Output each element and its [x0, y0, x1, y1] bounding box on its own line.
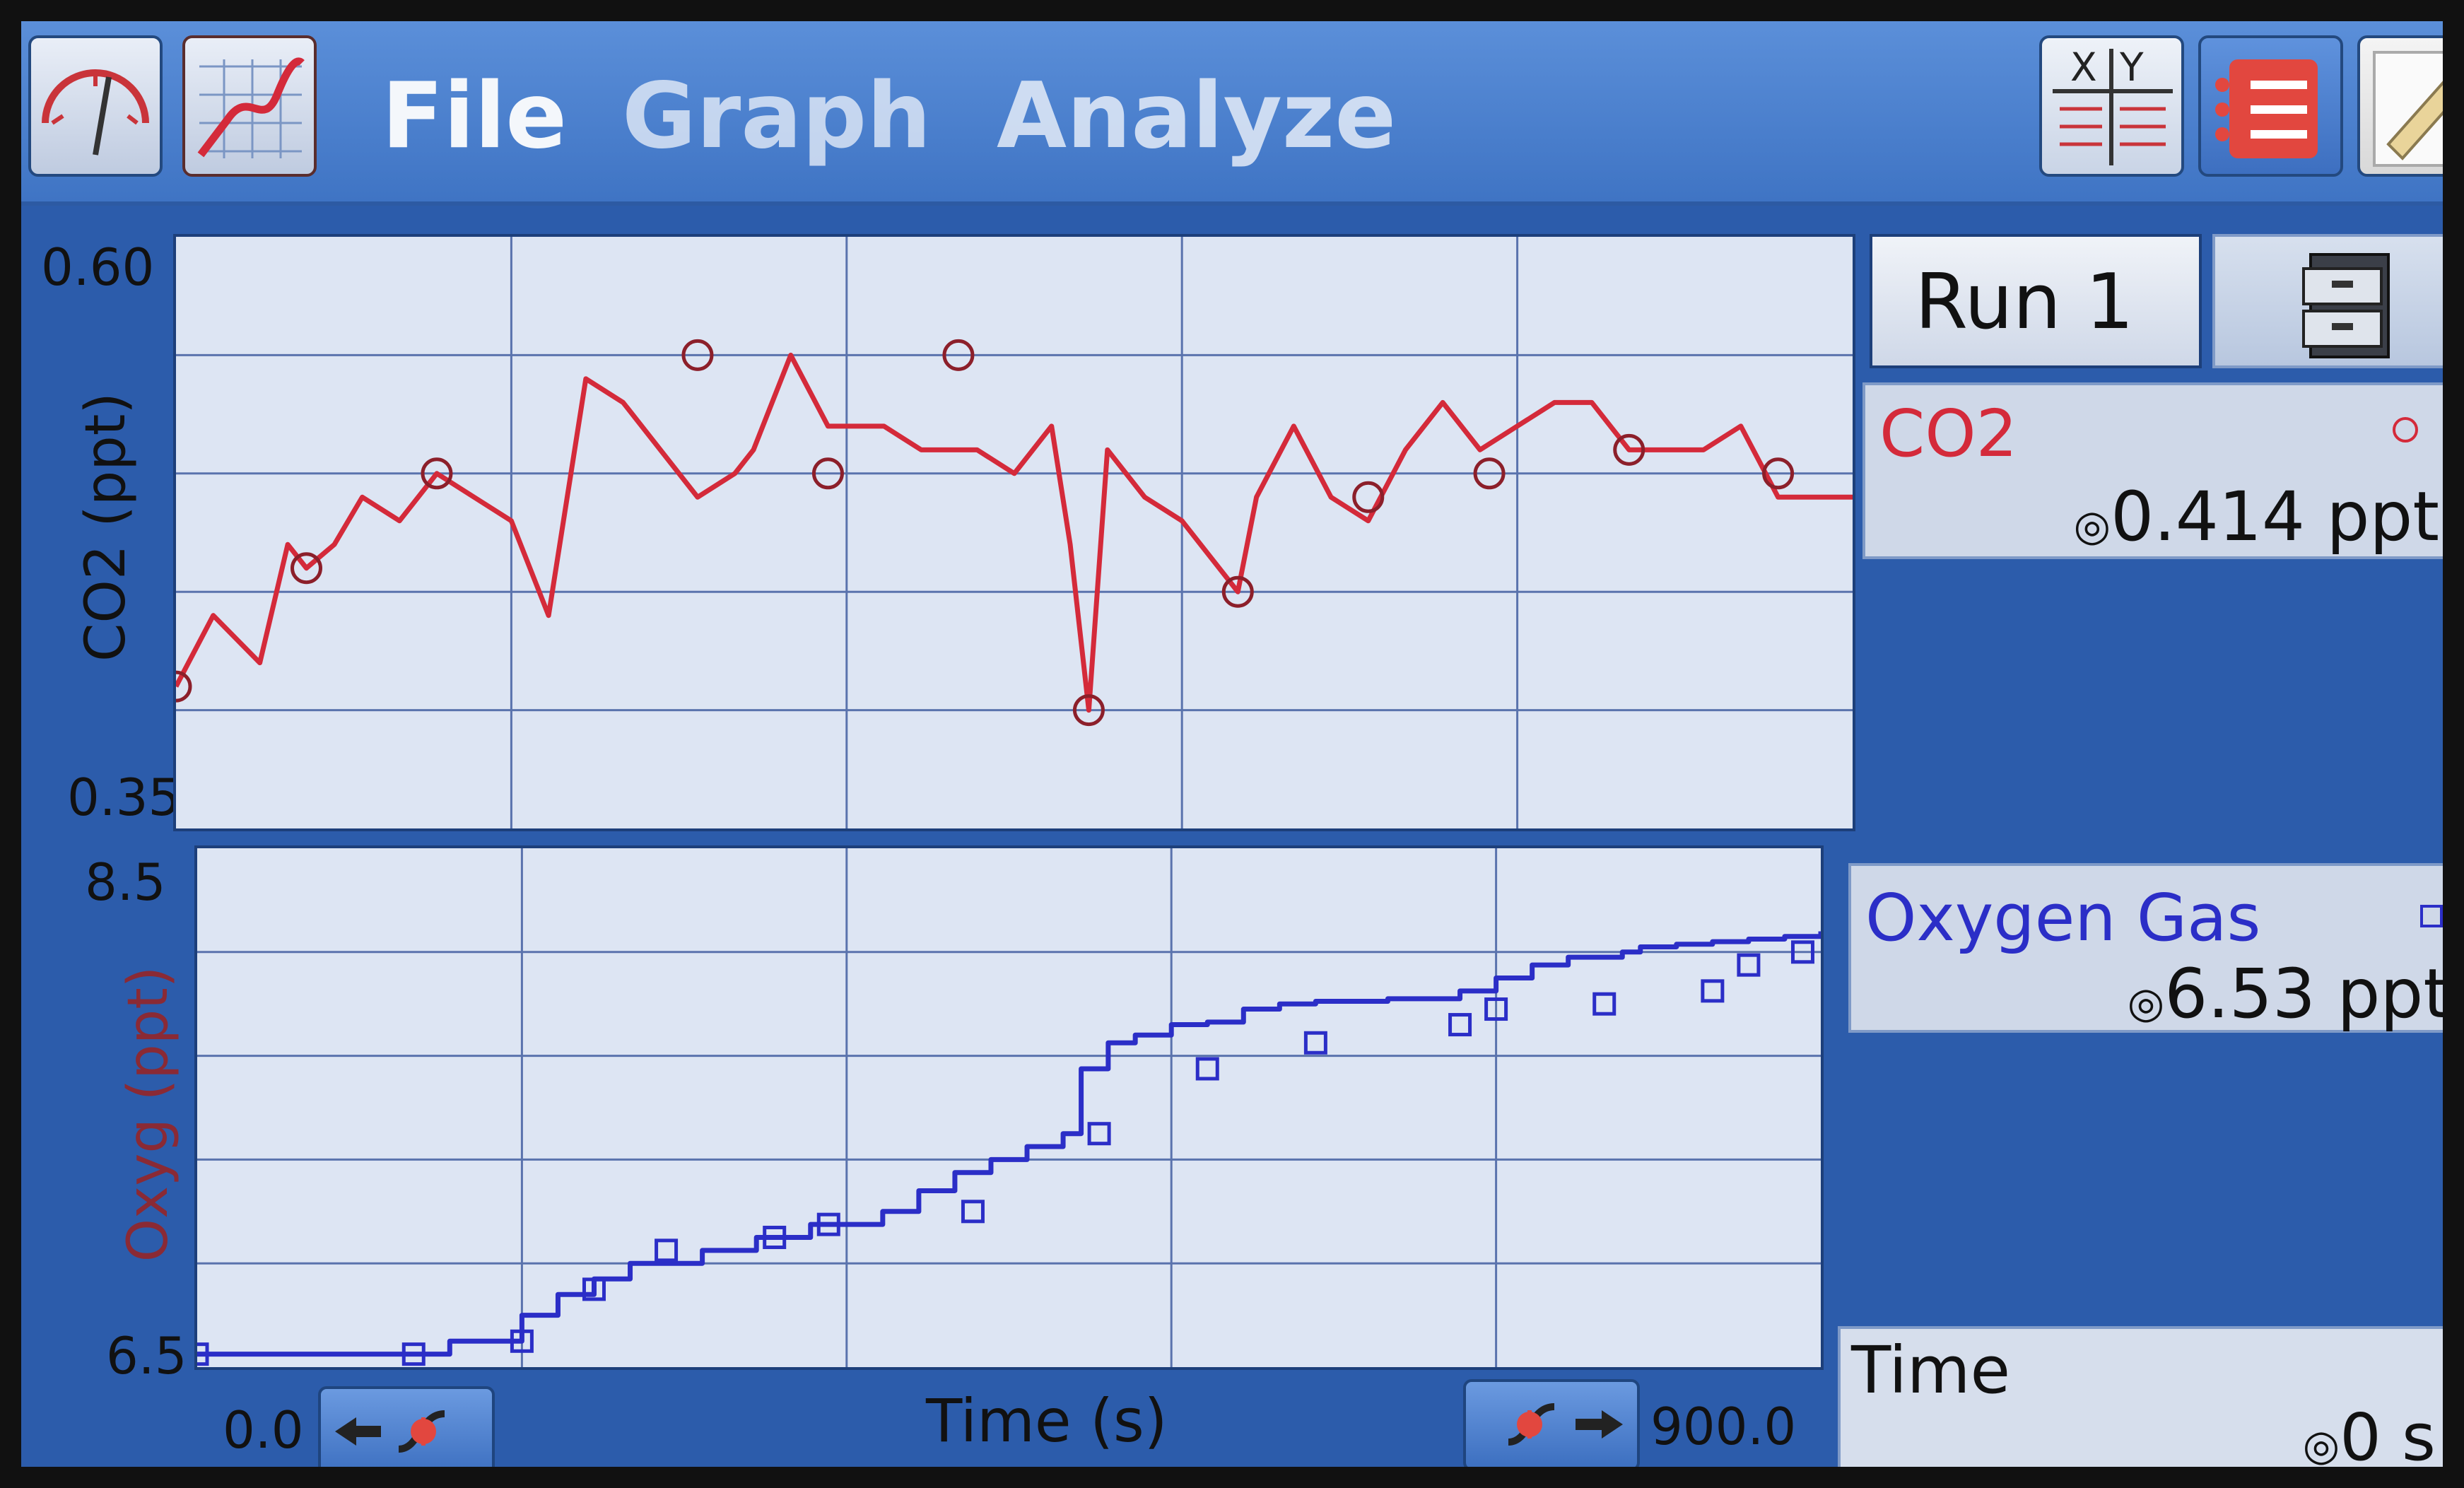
menu-file[interactable]: File	[382, 64, 567, 169]
oxygen-ymax-label: 8.5	[85, 853, 166, 912]
data-marker	[1221, 575, 1254, 608]
oxygen-marker-icon	[2420, 905, 2443, 927]
data-marker	[1072, 694, 1105, 727]
meter-icon-button[interactable]	[28, 35, 163, 177]
data-marker	[1195, 1057, 1219, 1081]
scroll-right-button[interactable]	[1463, 1379, 1640, 1467]
data-marker	[1762, 457, 1795, 490]
live-reading-icon: ◎	[2073, 501, 2111, 551]
series-line	[173, 352, 1853, 713]
data-marker	[811, 457, 844, 490]
data-marker	[1484, 997, 1508, 1021]
co2-ymin-label: 0.35	[67, 768, 181, 827]
co2-marker-icon	[2393, 417, 2418, 443]
data-marker	[816, 1212, 840, 1236]
list-icon-button[interactable]	[2198, 35, 2343, 177]
live-reading-icon: ◎	[2127, 978, 2165, 1028]
data-storage-button[interactable]	[2212, 234, 2443, 368]
co2-axis-label: CO2 (ppt)	[74, 392, 138, 662]
data-marker	[1790, 940, 1814, 964]
data-marker	[421, 457, 453, 490]
oxygen-sensor-value: 6.53 ppt	[2164, 954, 2443, 1033]
series-line	[197, 931, 1824, 1357]
oxygen-sensor-reading: ◎6.53 ppt	[2128, 954, 2443, 1033]
data-marker	[763, 1226, 787, 1249]
list-icon	[2215, 59, 2318, 158]
scroll-left-icon	[335, 1410, 445, 1453]
datalogger-screen: File Graph Analyze X Y	[21, 21, 2443, 1467]
co2-sensor-value: 0.414 ppt	[2111, 477, 2439, 556]
time-sensor-reading: ◎0 s	[2303, 1400, 2436, 1467]
data-marker	[1592, 992, 1617, 1016]
oxygen-plot[interactable]	[185, 845, 1824, 1370]
data-marker	[510, 1329, 534, 1353]
file-cabinet-icon	[2302, 253, 2390, 358]
data-marker	[942, 339, 975, 371]
x-axis-label: Time (s)	[926, 1386, 1168, 1455]
data-marker	[1701, 979, 1725, 1003]
data-marker	[1448, 1013, 1472, 1037]
menu-graph[interactable]: Graph	[622, 64, 932, 169]
graph-screen: 0.60 0.35 CO2 (ppt) 8.5 6.5 Oxyg (ppt) 0…	[21, 206, 2443, 1467]
scroll-left-button[interactable]	[318, 1386, 495, 1467]
co2-plot[interactable]	[160, 234, 1855, 831]
meter-icon	[42, 69, 149, 156]
data-marker	[401, 1342, 426, 1366]
menu-analyze[interactable]: Analyze	[997, 64, 1397, 169]
data-marker	[1473, 457, 1506, 490]
run-label: Run 1	[1915, 258, 2135, 346]
data-marker	[655, 1238, 679, 1263]
x-max-label: 900.0	[1650, 1397, 1797, 1456]
data-marker	[582, 1277, 606, 1301]
co2-sensor-reading: ◎0.414 ppt	[2074, 477, 2439, 556]
time-sensor-value: 0 s	[2340, 1400, 2436, 1467]
time-sensor-panel[interactable]: Time ◎0 s	[1838, 1326, 2443, 1467]
data-marker	[961, 1200, 985, 1224]
data-marker	[1352, 481, 1385, 513]
time-sensor-name: Time	[1851, 1332, 2011, 1408]
graph-icon	[197, 57, 305, 158]
data-marker	[1613, 433, 1645, 466]
oxygen-ymin-label: 6.5	[106, 1326, 187, 1386]
data-marker	[1087, 1122, 1111, 1146]
oxygen-sensor-panel[interactable]: Oxygen Gas ◎6.53 ppt	[1848, 863, 2443, 1033]
scroll-right-icon	[1508, 1403, 1623, 1446]
oxygen-axis-label: Oxyg (ppt)	[117, 966, 180, 1263]
co2-sensor-panel[interactable]: CO2 ◎0.414 ppt	[1862, 382, 2443, 559]
notes-icon	[2373, 51, 2443, 167]
x-min-label: 0.0	[223, 1400, 304, 1460]
xy-table-icon: X Y	[2053, 45, 2173, 165]
data-marker	[681, 339, 714, 371]
co2-ymax-label: 0.60	[41, 238, 155, 297]
co2-graph	[160, 237, 1853, 828]
svg-text:X: X	[2070, 45, 2097, 90]
co2-sensor-name: CO2	[1879, 396, 2018, 471]
notes-icon-button[interactable]	[2357, 35, 2443, 177]
table-icon-button[interactable]: X Y	[2039, 35, 2184, 177]
data-marker	[1737, 953, 1761, 977]
run-selector[interactable]: Run 1	[1870, 234, 2202, 368]
graph-icon-button[interactable]	[182, 35, 317, 177]
data-marker	[290, 552, 322, 585]
menu-bar: File Graph Analyze X Y	[21, 21, 2443, 206]
svg-text:Y: Y	[2119, 45, 2144, 90]
oxygen-graph	[185, 848, 1824, 1367]
data-marker	[1303, 1031, 1327, 1055]
live-reading-icon: ◎	[2302, 1421, 2340, 1467]
oxygen-sensor-name: Oxygen Gas	[1865, 880, 2261, 956]
